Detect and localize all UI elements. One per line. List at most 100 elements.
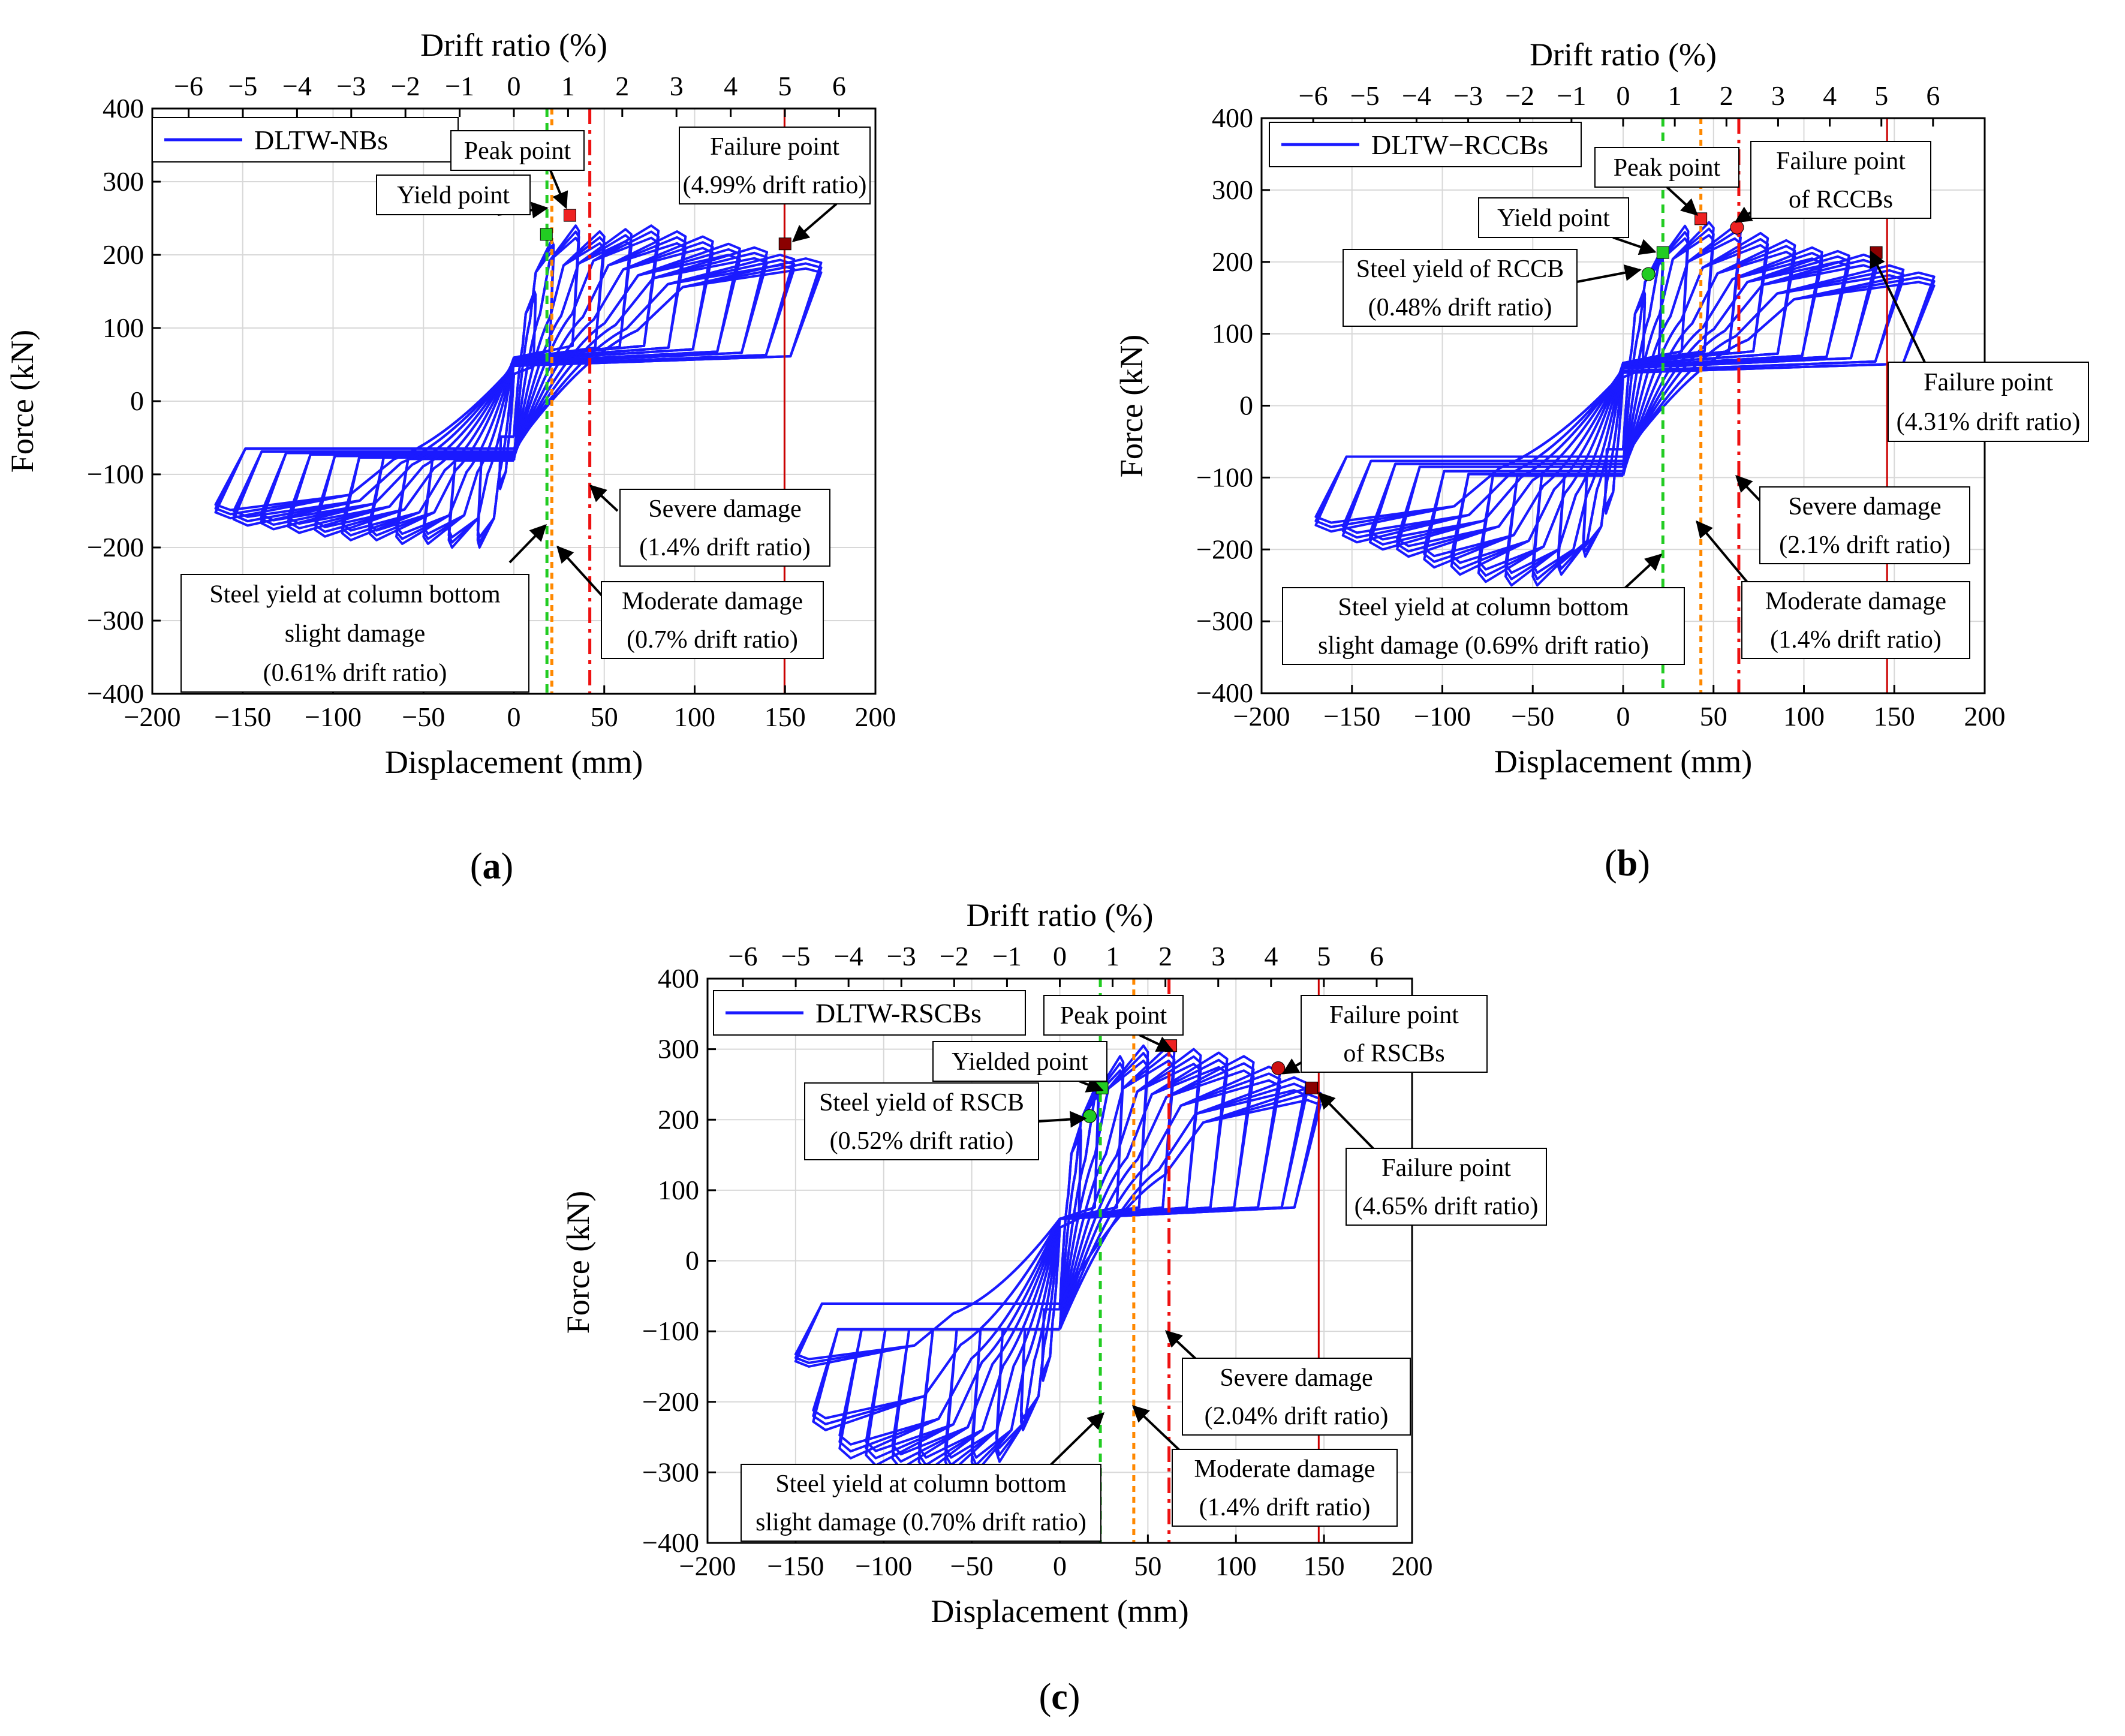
hysteresis-loop (368, 236, 660, 532)
x2-tick-label: 0 (507, 71, 521, 101)
annotation-box (1759, 486, 1970, 564)
annotation-text: (4.31% drift ratio) (1897, 408, 2081, 436)
hysteresis-loop (1314, 281, 1936, 524)
annotation-text: slight damage (0.69% drift ratio) (1318, 632, 1649, 660)
panel-label: (b) (1605, 843, 1650, 884)
x-tick-label: −150 (214, 702, 271, 732)
x2-tick-label: 6 (1926, 80, 1940, 111)
y-tick-label: 200 (658, 1104, 699, 1135)
x-tick-label: 50 (591, 702, 618, 732)
y-tick-label: 0 (685, 1245, 699, 1276)
hysteresis-loop (214, 267, 823, 512)
y-tick-label: 400 (1212, 103, 1253, 133)
x2-tick-label: 1 (1668, 80, 1682, 111)
x2-tick-label: 4 (724, 71, 738, 101)
x2-tick-label: −3 (336, 71, 366, 101)
x-tick-label: 50 (1700, 701, 1727, 732)
x-tick-label: 50 (1134, 1551, 1161, 1581)
annotation-arrow (1048, 1412, 1105, 1467)
y-tick-label: −200 (642, 1386, 699, 1417)
annotation-text: Peak point (1060, 1002, 1167, 1030)
annotation-text: (2.04% drift ratio) (1205, 1403, 1389, 1430)
annotation-text: Peak point (1614, 154, 1721, 182)
annotation-text: (1.4% drift ratio) (639, 534, 811, 561)
y-axis-title: Force (kN) (1113, 335, 1149, 477)
annotation-arrow (508, 523, 547, 564)
hysteresis-loop (970, 1059, 1149, 1459)
annotation-box (1888, 362, 2089, 442)
annotation-box (932, 1041, 1107, 1082)
x-tick-label: 200 (1964, 701, 2006, 732)
x2-tick-label: 2 (615, 71, 629, 101)
annotation-arrow (1666, 186, 1699, 216)
panel-label-close: ) (1068, 1677, 1080, 1717)
x-tick-label: −200 (679, 1551, 736, 1581)
yield-point-marker (1656, 246, 1669, 259)
annotation-arrow (1079, 1076, 1104, 1093)
annotation-box (1172, 1449, 1398, 1527)
annotation-text: Failure point (710, 133, 839, 161)
hysteresis-curves (794, 1044, 1322, 1474)
annotation-box (1478, 197, 1629, 238)
annotation-box (376, 174, 531, 215)
annotation-text: of RCCBs (1789, 186, 1893, 213)
panel-label-open: ( (1039, 1677, 1052, 1717)
hysteresis-loop (794, 1099, 1322, 1361)
x-tick-label: 200 (1392, 1551, 1433, 1581)
x-tick-label: 150 (764, 702, 806, 732)
legend-label: DLTW-NBs (254, 125, 388, 155)
annotation-text: (0.61% drift ratio) (263, 659, 447, 687)
annotation-box (1043, 995, 1184, 1036)
x2-tick-label: −2 (1505, 80, 1534, 111)
x-tick-label: 0 (1617, 701, 1630, 732)
annotation-arrow (791, 203, 838, 242)
failure-point-marker (1305, 1081, 1319, 1094)
annotation-box (1182, 1358, 1411, 1436)
annotation-box (1594, 147, 1739, 188)
annotation-box (601, 581, 824, 659)
x2-axis-title: Drift ratio (%) (967, 897, 1154, 933)
y-tick-label: −300 (1196, 606, 1253, 636)
x2-tick-label: −1 (445, 71, 474, 101)
annotation-box (619, 489, 830, 567)
x-tick-label: 150 (1304, 1551, 1345, 1581)
yield-point-marker (540, 228, 553, 241)
annotation-arrow (589, 485, 619, 512)
legend-label: DLTW-RSCBs (815, 998, 982, 1028)
x2-tick-label: −4 (834, 941, 863, 971)
x-tick-label: 100 (1215, 1551, 1257, 1581)
y-tick-label: −200 (87, 532, 144, 562)
annotation-text: Severe damage (648, 495, 801, 523)
annotation-box (804, 1082, 1039, 1160)
annotation-text: Steel yield at column bottom (209, 581, 501, 609)
y-tick-label: 200 (103, 239, 144, 270)
annotation-box (1346, 1148, 1547, 1226)
annotation-text: Steel yield of RCCB (1356, 255, 1564, 283)
x2-tick-label: −3 (1453, 80, 1483, 111)
annotation-text: Severe damage (1788, 493, 1941, 521)
y-axis-title: Force (kN) (4, 330, 40, 473)
annotation-text: Moderate damage (622, 588, 803, 615)
peak-point-marker (563, 209, 576, 222)
panel-label-letter: c (1051, 1677, 1068, 1717)
annotation-text: Yielded point (952, 1048, 1088, 1076)
failure-point-marker (778, 237, 791, 251)
y-tick-label: −400 (87, 678, 144, 709)
y-tick-label: −100 (642, 1316, 699, 1346)
y-tick-label: −200 (1196, 534, 1253, 564)
annotation-box (1741, 581, 1970, 659)
y-tick-label: −300 (642, 1457, 699, 1487)
annotation-text: (1.4% drift ratio) (1199, 1494, 1371, 1521)
x-tick-label: −150 (1323, 701, 1380, 732)
failure_rscb-point-marker (1271, 1061, 1286, 1075)
legend-label: DLTW−RCCBs (1371, 130, 1548, 160)
annotation-text: of RSCBs (1343, 1040, 1444, 1067)
annotation-box (1301, 995, 1488, 1073)
y-tick-label: −400 (1196, 678, 1253, 708)
x-tick-label: 100 (1783, 701, 1825, 732)
annotation-text: Yield point (1497, 204, 1610, 232)
chart-panel-b: −200 −150 −100 −50 0 50 100 150 2004003002001000… (1113, 37, 2089, 884)
annotation-arrow (549, 170, 568, 209)
annotation-text: (2.1% drift ratio) (1779, 531, 1951, 559)
